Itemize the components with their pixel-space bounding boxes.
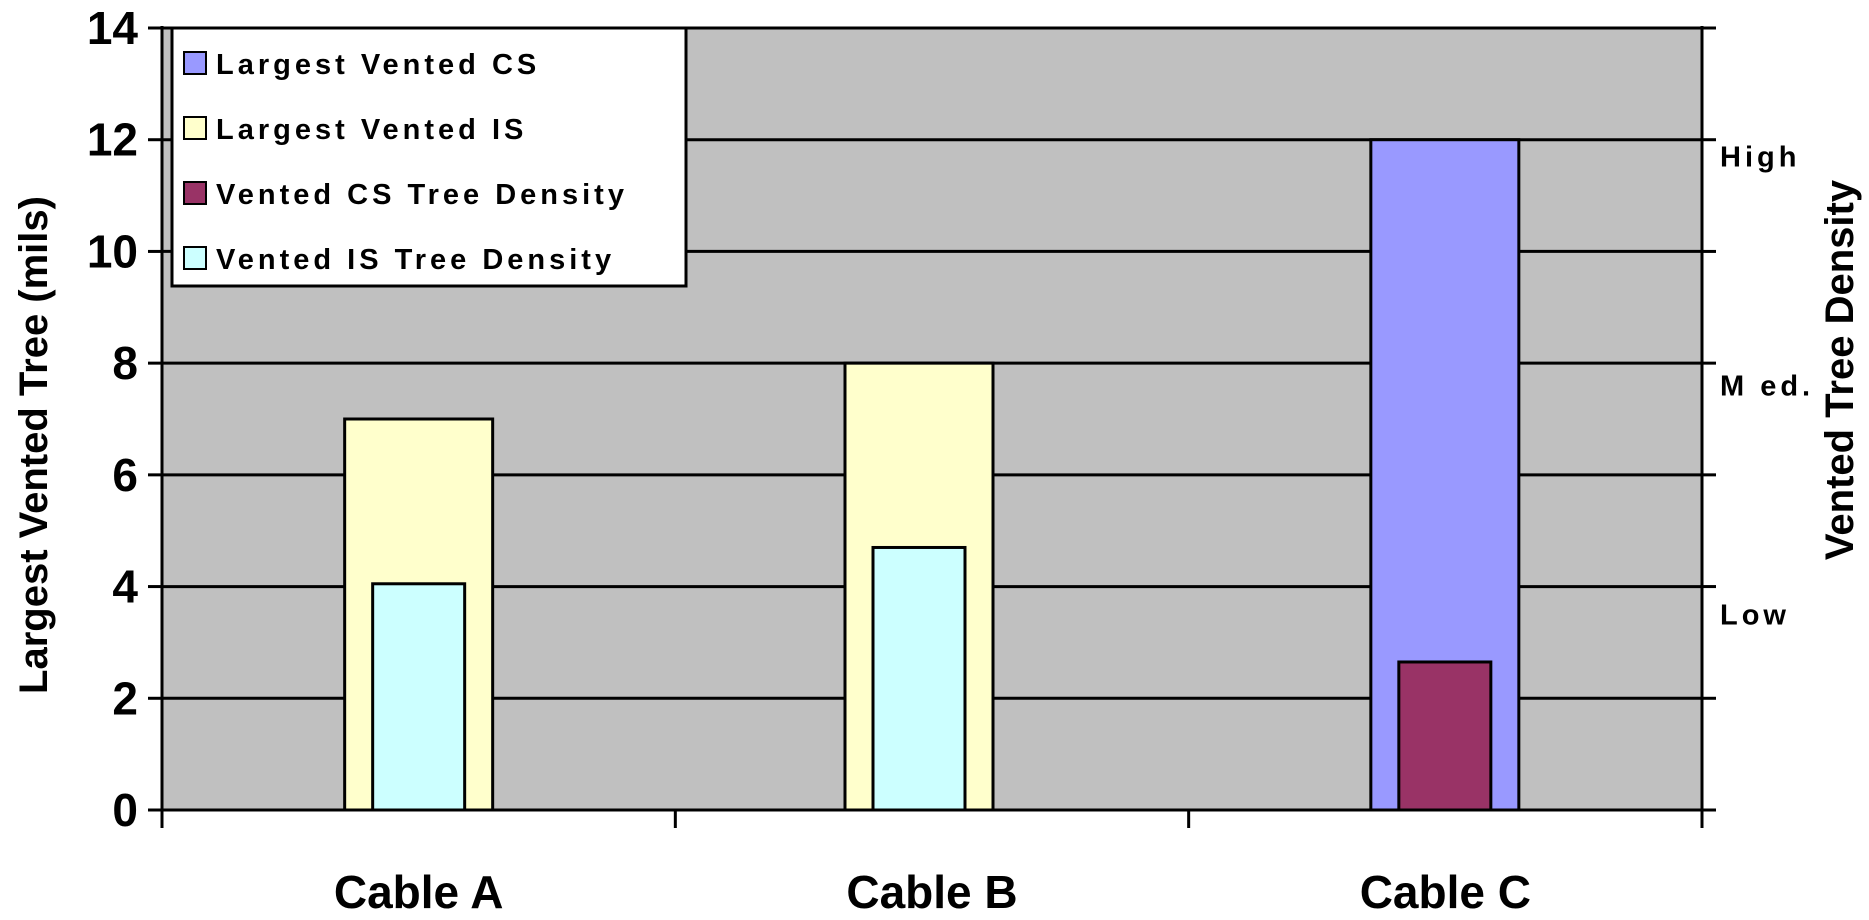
y-tick-label: 8	[112, 337, 138, 389]
legend-swatch	[183, 51, 207, 75]
legend-swatch	[183, 181, 207, 205]
y-tick-label: 2	[112, 672, 138, 724]
right-tick-label: M ed.	[1720, 370, 1814, 402]
x-tick-label: Cable A	[334, 866, 504, 918]
x-tick-labels: Cable A Cable B Cable C	[334, 866, 1531, 918]
legend-swatch	[183, 246, 207, 270]
right-tick-label: High	[1720, 141, 1800, 173]
legend-label: Vented IS Tree Density	[216, 244, 615, 276]
legend: Largest Vented CS Largest Vented IS Vented…	[170, 26, 688, 288]
bar	[1397, 660, 1493, 812]
legend-label: Vented CS Tree Density	[216, 179, 628, 211]
right-tick-labels: High M ed. Low	[1720, 141, 1814, 632]
bar	[871, 545, 967, 812]
legend-label: Largest Vented IS	[216, 114, 527, 146]
right-axis-title: Vented Tree Density	[1818, 179, 1862, 560]
bar	[371, 582, 467, 812]
right-tick-label: Low	[1720, 600, 1790, 632]
legend-box	[170, 26, 688, 288]
y-tick-labels: 0 2 4 6 8 10 12 14	[87, 2, 139, 836]
y-tick-label: 6	[112, 449, 138, 501]
y-tick-label: 0	[112, 784, 138, 836]
y-tick-label: 4	[112, 561, 138, 613]
y-tick-label: 12	[87, 114, 138, 166]
legend-label: Largest Vented CS	[216, 49, 540, 81]
y-tick-label: 10	[87, 225, 138, 277]
legend-swatch	[183, 116, 207, 140]
y-axis-title: Largest Vented Tree (mils)	[12, 196, 56, 694]
x-tick-label: Cable C	[1360, 866, 1531, 918]
axes	[148, 26, 1716, 828]
x-tick-label: Cable B	[846, 866, 1017, 918]
y-tick-label: 14	[87, 2, 139, 54]
